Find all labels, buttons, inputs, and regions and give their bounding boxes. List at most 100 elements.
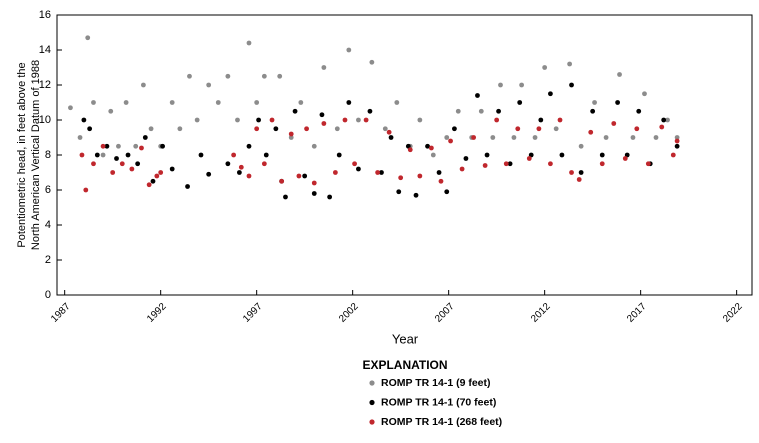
point bbox=[448, 138, 453, 144]
point bbox=[590, 108, 596, 114]
point bbox=[169, 100, 175, 105]
point bbox=[254, 126, 260, 132]
point bbox=[367, 108, 373, 114]
point bbox=[517, 100, 523, 105]
point bbox=[494, 117, 500, 123]
point bbox=[288, 135, 294, 140]
point bbox=[77, 135, 83, 140]
point bbox=[528, 152, 534, 158]
point bbox=[396, 189, 402, 195]
point bbox=[304, 126, 309, 132]
point bbox=[79, 152, 85, 158]
x-tick-label: 1997 bbox=[241, 301, 265, 325]
point bbox=[490, 135, 496, 140]
point bbox=[617, 72, 622, 77]
point bbox=[235, 117, 240, 123]
point bbox=[444, 189, 450, 195]
point bbox=[375, 170, 381, 175]
point bbox=[100, 143, 106, 149]
point bbox=[311, 180, 317, 186]
point bbox=[87, 126, 93, 132]
point bbox=[674, 143, 680, 149]
point bbox=[148, 126, 154, 132]
point bbox=[292, 108, 298, 114]
point bbox=[302, 173, 308, 179]
point bbox=[206, 82, 212, 88]
point bbox=[298, 100, 304, 105]
point bbox=[592, 100, 597, 105]
point bbox=[108, 108, 114, 114]
point bbox=[269, 117, 275, 123]
point bbox=[578, 143, 584, 149]
legend-title: EXPLANATION bbox=[362, 358, 447, 372]
point bbox=[559, 152, 565, 158]
point bbox=[158, 170, 164, 175]
point bbox=[246, 173, 252, 179]
legend-marker bbox=[369, 399, 375, 406]
x-tick-label: 2022 bbox=[721, 301, 745, 325]
point bbox=[140, 82, 146, 88]
point bbox=[624, 152, 630, 158]
point bbox=[277, 73, 283, 79]
point bbox=[459, 166, 465, 172]
point bbox=[311, 191, 317, 196]
point bbox=[91, 161, 96, 167]
y-tick-label: 0 bbox=[45, 289, 51, 301]
point bbox=[538, 117, 544, 123]
point bbox=[83, 187, 89, 193]
legend-marker bbox=[369, 419, 375, 425]
point bbox=[94, 152, 100, 158]
point bbox=[198, 152, 204, 158]
point bbox=[661, 117, 667, 123]
point bbox=[91, 100, 96, 105]
point bbox=[496, 108, 501, 114]
point bbox=[187, 73, 192, 79]
point bbox=[215, 100, 221, 105]
point bbox=[578, 170, 584, 175]
point bbox=[225, 73, 231, 79]
point bbox=[231, 152, 237, 158]
point bbox=[557, 117, 563, 123]
point bbox=[670, 152, 676, 158]
point bbox=[622, 156, 628, 161]
point bbox=[588, 129, 594, 135]
point bbox=[653, 135, 659, 140]
point bbox=[532, 135, 538, 140]
point bbox=[425, 143, 430, 149]
point bbox=[336, 152, 342, 158]
point bbox=[665, 117, 670, 123]
point bbox=[283, 194, 288, 200]
point bbox=[321, 65, 327, 70]
point bbox=[463, 156, 469, 161]
point bbox=[85, 35, 91, 41]
point bbox=[484, 152, 490, 158]
point bbox=[569, 170, 574, 175]
point bbox=[386, 129, 392, 135]
point bbox=[519, 82, 525, 88]
point bbox=[194, 117, 200, 123]
point bbox=[129, 166, 135, 172]
legend-label: ROMP TR 14-1 (268 feet) bbox=[381, 416, 502, 428]
point bbox=[116, 143, 121, 149]
point bbox=[261, 73, 267, 79]
point bbox=[436, 170, 442, 175]
legend-marker bbox=[369, 380, 375, 386]
point bbox=[379, 170, 384, 175]
point bbox=[475, 93, 480, 98]
point bbox=[615, 100, 621, 105]
point bbox=[611, 121, 617, 126]
point bbox=[139, 145, 144, 151]
point bbox=[394, 100, 400, 105]
point bbox=[246, 143, 252, 149]
point bbox=[177, 126, 183, 132]
plot-frame bbox=[56, 14, 753, 296]
point bbox=[478, 108, 484, 114]
point bbox=[642, 91, 647, 97]
x-tick-label: 2012 bbox=[529, 301, 553, 325]
point bbox=[659, 124, 665, 130]
point bbox=[123, 100, 129, 105]
point bbox=[398, 175, 404, 181]
point bbox=[455, 108, 461, 114]
point bbox=[444, 135, 450, 140]
point bbox=[471, 135, 477, 140]
